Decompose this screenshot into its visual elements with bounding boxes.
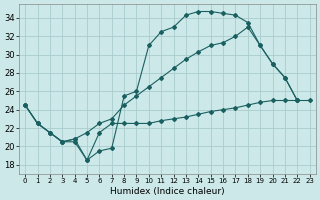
X-axis label: Humidex (Indice chaleur): Humidex (Indice chaleur)	[110, 187, 225, 196]
